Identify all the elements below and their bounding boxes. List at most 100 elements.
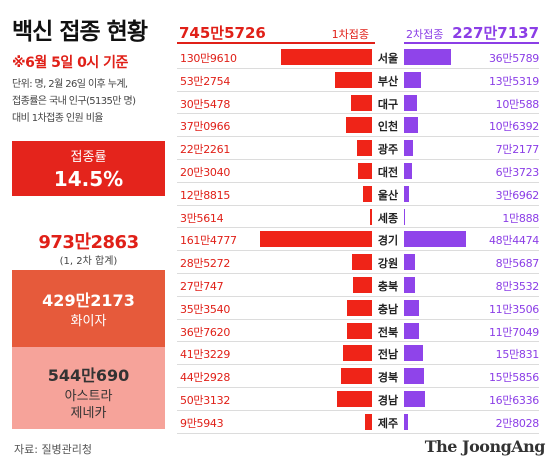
- first-dose-bar: [341, 368, 372, 385]
- region-row: 28만5272 강원 8만5687: [177, 251, 539, 274]
- region-row: 3만5614 세종 1만888: [177, 206, 539, 229]
- first-dose-value: 20만3040: [180, 165, 231, 179]
- pfizer-label: 화이자: [70, 314, 107, 329]
- second-dose-value: 10만6392: [488, 120, 539, 134]
- first-dose-bar: [352, 254, 372, 271]
- astrazeneca-box: 544만690 아스트라 제네카: [12, 347, 165, 429]
- region-label: 인천: [377, 120, 399, 134]
- second-dose-bar: [404, 368, 424, 385]
- second-dose-value: 10만588: [495, 97, 540, 111]
- first-dose-value: 37만0966: [180, 120, 231, 134]
- unit-note: 단위: 명, 2월 26일 이후 누계, 접종률은 국내 인구(5135만 명)…: [12, 76, 172, 127]
- region-label: 충남: [377, 302, 399, 316]
- region-label: 부산: [377, 74, 399, 88]
- region-row: 36만7620 전북 11만7049: [177, 320, 539, 343]
- region-label: 경남: [377, 393, 399, 407]
- second-dose-value: 36만5789: [488, 52, 539, 65]
- total-doses-value: 973만2863: [38, 232, 139, 253]
- second-dose-bar: [404, 94, 417, 111]
- first-dose-header: 745만5726 1차접종: [177, 20, 375, 44]
- region-row: 161만4777 경기 48만4474: [177, 228, 539, 252]
- second-dose-bar: [404, 390, 426, 407]
- region-row: 30만5478 대구 10만588: [177, 92, 539, 115]
- second-dose-bar: [404, 322, 419, 339]
- first-dose-value: 22만2261: [180, 143, 231, 157]
- astrazeneca-label-line2: 제네카: [70, 406, 107, 421]
- second-dose-total: 227만7137: [452, 24, 539, 42]
- pfizer-box: 429만2173 화이자: [12, 270, 165, 347]
- rate-value: 14.5%: [53, 167, 124, 191]
- vaccination-rate-box: 접종률 14.5%: [12, 141, 165, 196]
- region-label: 경북: [377, 371, 399, 385]
- second-dose-label: 2차접종: [406, 28, 444, 41]
- region-label: 전북: [377, 325, 399, 339]
- first-dose-bar: [343, 345, 372, 362]
- first-dose-value: 41만3229: [180, 348, 231, 362]
- first-dose-value: 27만747: [180, 279, 224, 293]
- first-dose-value: 30만5478: [180, 97, 231, 111]
- second-dose-bar: [404, 254, 415, 271]
- region-label: 세종: [377, 211, 399, 225]
- first-dose-bar: [281, 49, 372, 65]
- page-title: 백신 접종 현황: [12, 19, 148, 45]
- second-dose-value: 15만831: [495, 348, 540, 362]
- region-row: 41만3229 전남 15만831: [177, 342, 540, 366]
- pfizer-value: 429만2173: [42, 291, 135, 310]
- second-dose-value: 8만3532: [495, 279, 540, 293]
- second-dose-value: 16만6336: [488, 393, 539, 407]
- region-row: 35만3540 충남 11만3506: [177, 297, 539, 320]
- second-dose-bar: [404, 117, 418, 134]
- first-dose-value: 3만5614: [180, 211, 224, 225]
- unit-note-line: 단위: 명, 2월 26일 이후 누계,: [12, 79, 128, 90]
- first-dose-value: 12만8815: [180, 188, 231, 202]
- second-dose-bar: [404, 231, 466, 248]
- regional-bar-chart: 130만9610 서울 36만5789 53만2754 부산 13만5319 30만5478…: [177, 46, 539, 434]
- region-row: 12만8815 울산 3만6962: [177, 183, 539, 206]
- second-dose-value: 2만8028: [495, 416, 540, 430]
- region-row: 27만747 충북 8만3532: [177, 274, 539, 297]
- second-dose-bar: [404, 345, 424, 362]
- first-dose-bar: [346, 322, 372, 339]
- first-dose-bar: [356, 140, 372, 157]
- second-dose-bar: [404, 162, 413, 179]
- region-row: 53만2754 부산 13만5319: [177, 69, 539, 92]
- second-dose-value: 7만2177: [495, 143, 540, 157]
- second-dose-value: 13만5319: [488, 74, 539, 88]
- first-dose-bar: [335, 71, 372, 88]
- second-dose-bar: [404, 413, 408, 430]
- region-row: 20만3040 대전 6만3723: [177, 160, 539, 183]
- region-label: 충북: [377, 279, 399, 293]
- region-row: 130만9610 서울 36만5789: [177, 46, 539, 69]
- second-dose-bar: [404, 299, 419, 316]
- first-dose-bar: [369, 208, 372, 225]
- first-dose-bar: [346, 117, 372, 134]
- region-row: 50만3132 경남 16만6336: [177, 388, 539, 411]
- date-subtitle: ※6월 5일 0시 기준: [12, 55, 128, 71]
- second-dose-value: 6만3723: [495, 165, 540, 179]
- region-row: 37만0966 인천 10만6392: [177, 114, 539, 138]
- second-dose-value: 15만5856: [488, 371, 539, 385]
- second-dose-bar: [404, 140, 414, 157]
- first-dose-total: 745만5726: [179, 24, 266, 42]
- astrazeneca-value: 544만690: [47, 366, 130, 385]
- second-dose-value: 1만888: [502, 211, 539, 225]
- region-label: 대구: [377, 97, 399, 111]
- first-dose-value: 35만3540: [180, 302, 231, 316]
- second-dose-value: 48만4474: [488, 234, 539, 248]
- region-label: 서울: [377, 52, 399, 65]
- region-row: 44만2928 경북 15만5856: [177, 365, 539, 388]
- first-dose-value: 130만9610: [180, 52, 237, 65]
- second-dose-bar: [404, 49, 451, 65]
- second-dose-bar: [404, 276, 415, 293]
- first-dose-value: 161만4777: [180, 234, 237, 248]
- first-dose-bar: [363, 185, 372, 202]
- first-dose-value: 50만3132: [180, 393, 231, 407]
- region-label: 대전: [377, 165, 399, 179]
- first-dose-value: 28만5272: [180, 257, 231, 271]
- region-row: 9만5943 제주 2만8028: [177, 411, 539, 434]
- first-dose-value: 53만2754: [180, 74, 231, 88]
- region-label: 제주: [377, 416, 399, 430]
- rate-label: 접종률: [70, 150, 107, 165]
- second-dose-value: 3만6962: [495, 188, 540, 202]
- region-label: 전남: [377, 348, 399, 362]
